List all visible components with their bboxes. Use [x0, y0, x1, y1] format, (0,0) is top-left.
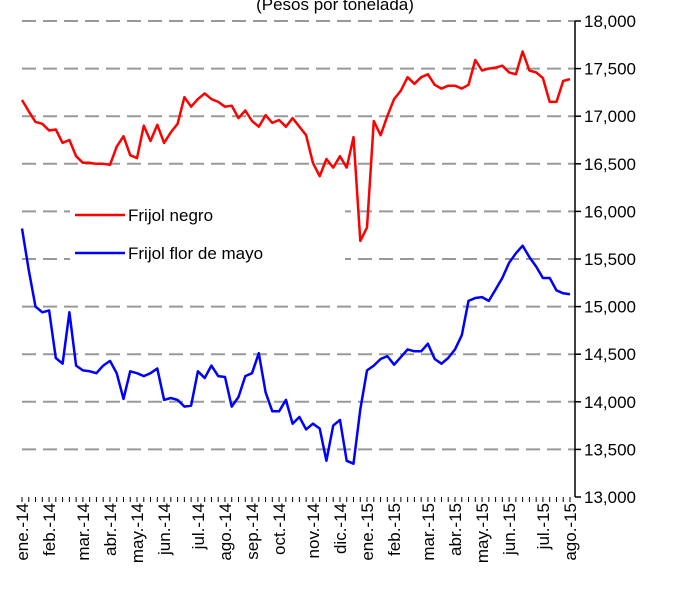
legend-label: Frijol flor de mayo: [128, 244, 263, 263]
x-tick-label: may.-14: [128, 503, 147, 563]
x-tick-label: ene.-15: [358, 503, 377, 561]
x-tick-label: feb.-14: [40, 503, 59, 556]
legend-background: [70, 197, 345, 272]
y-tick-label: 14,000: [584, 393, 636, 412]
y-tick-label: 14,500: [584, 345, 636, 364]
x-tick-label: mar.-14: [74, 503, 93, 561]
y-tick-label: 17,500: [584, 60, 636, 79]
series-line: [20, 228, 571, 465]
x-tick-label: ene.-14: [13, 503, 32, 561]
x-tick-label: jul.-14: [189, 503, 208, 550]
legend-label: Frijol negro: [128, 206, 213, 225]
y-tick-label: 15,500: [584, 250, 636, 269]
x-tick-label: ago.-14: [216, 503, 235, 561]
x-tick-label: mar.-15: [419, 503, 438, 561]
x-tick-label: nov.-14: [304, 503, 323, 558]
x-tick-label: jun.-15: [500, 503, 519, 556]
series-line: [20, 50, 571, 243]
x-tick-label: jun.-14: [155, 503, 174, 556]
x-tick-label: sep.-14: [243, 503, 262, 560]
y-tick-label: 13,000: [584, 488, 636, 507]
y-tick-label: 18,000: [584, 12, 636, 31]
y-tick-label: 16,500: [584, 155, 636, 174]
y-tick-label: 15,000: [584, 298, 636, 317]
x-tick-label: ago.-15: [561, 503, 580, 561]
chart-title: (Pesos por tonelada): [256, 0, 414, 14]
x-tick-label: oct.-14: [270, 503, 289, 555]
x-tick-label: dic.-14: [331, 503, 350, 554]
y-tick-label: 17,000: [584, 107, 636, 126]
x-tick-label: abr.-15: [446, 503, 465, 556]
x-tick-label: abr.-14: [101, 503, 120, 556]
y-tick-label: 16,000: [584, 202, 636, 221]
y-tick-label: 13,500: [584, 440, 636, 459]
x-tick-label: may.-15: [473, 503, 492, 563]
x-tick-label: feb.-15: [385, 503, 404, 556]
x-tick-label: jul.-15: [534, 503, 553, 550]
